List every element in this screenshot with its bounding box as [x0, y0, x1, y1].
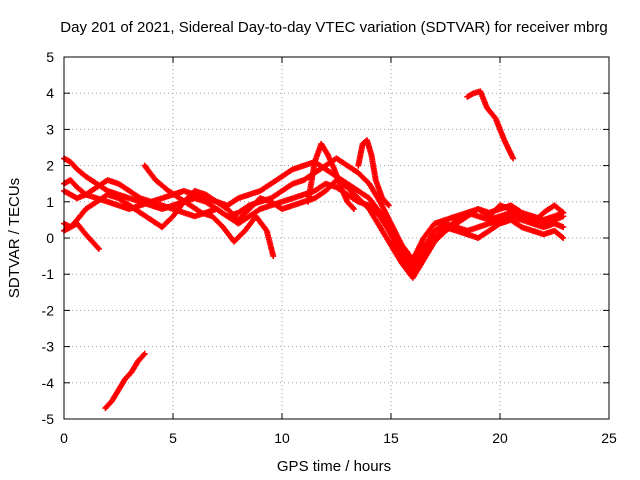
- x-tick-label: 0: [60, 430, 68, 446]
- x-tick-label: 5: [169, 430, 177, 446]
- y-tick-label: 0: [46, 230, 54, 246]
- y-tick-label: 4: [46, 85, 54, 101]
- series-arc11: [431, 202, 567, 241]
- y-tick-label: 5: [46, 49, 54, 65]
- x-tick-label: 25: [601, 430, 617, 446]
- series-arc9: [305, 140, 357, 212]
- data-point: [141, 350, 148, 357]
- y-tick-label: 1: [46, 194, 54, 210]
- series-arc6: [141, 162, 277, 260]
- y-tick-label: -2: [42, 302, 55, 318]
- chart-title: Day 201 of 2021, Sidereal Day-to-day VTE…: [60, 19, 607, 36]
- data-point: [350, 206, 357, 212]
- data-point: [510, 155, 517, 162]
- series-arc7: [102, 350, 148, 412]
- data-point: [560, 224, 567, 231]
- x-tick-labels: 0 5 10 15 20 25: [60, 430, 617, 446]
- y-tick-label: -1: [42, 266, 55, 282]
- x-tick-label: 20: [492, 430, 508, 446]
- x-axis-label: GPS time / hours: [277, 458, 391, 475]
- series-arc8: [464, 88, 517, 162]
- data-series: [61, 88, 567, 412]
- y-tick-labels: -5 -4 -3 -2 -1 0 1 2 3 4 5: [42, 49, 55, 427]
- data-point: [270, 253, 277, 260]
- y-axis-label: SDTVAR / TECUs: [6, 178, 23, 298]
- grid: [64, 57, 609, 419]
- plot-frame: [63, 56, 610, 420]
- data-point: [560, 235, 567, 241]
- x-tick-label: 15: [383, 430, 399, 446]
- y-tick-label: -5: [42, 411, 55, 427]
- data-point: [95, 245, 102, 252]
- x-tick-label: 10: [274, 430, 290, 446]
- y-tick-label: -3: [42, 339, 55, 355]
- data-point: [385, 202, 392, 209]
- y-tick-label: -4: [42, 375, 55, 391]
- y-tick-label: 3: [46, 121, 54, 137]
- series-arc10: [355, 137, 392, 209]
- data-point: [560, 209, 567, 216]
- y-tick-label: 2: [46, 158, 54, 174]
